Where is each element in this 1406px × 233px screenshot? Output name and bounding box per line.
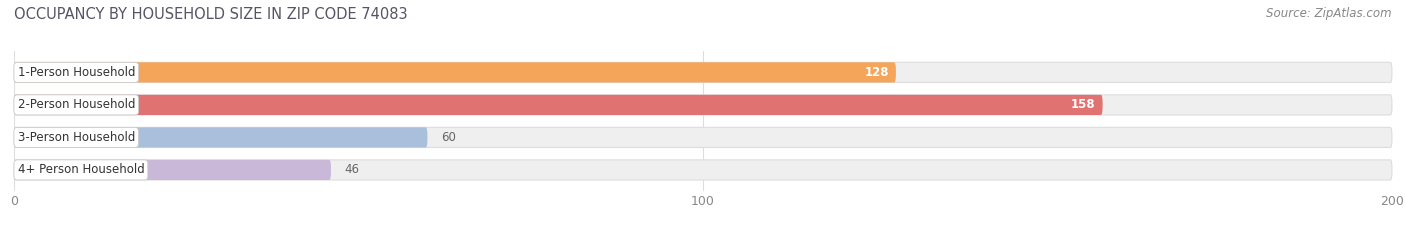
FancyBboxPatch shape — [14, 127, 427, 147]
Text: 1-Person Household: 1-Person Household — [17, 66, 135, 79]
FancyBboxPatch shape — [14, 160, 330, 180]
FancyBboxPatch shape — [14, 95, 1102, 115]
Text: 4+ Person Household: 4+ Person Household — [17, 163, 145, 176]
Text: OCCUPANCY BY HOUSEHOLD SIZE IN ZIP CODE 74083: OCCUPANCY BY HOUSEHOLD SIZE IN ZIP CODE … — [14, 7, 408, 22]
Text: Source: ZipAtlas.com: Source: ZipAtlas.com — [1267, 7, 1392, 20]
Text: 60: 60 — [441, 131, 456, 144]
FancyBboxPatch shape — [14, 160, 1392, 180]
FancyBboxPatch shape — [14, 127, 1392, 147]
FancyBboxPatch shape — [14, 62, 1392, 82]
Text: 158: 158 — [1071, 98, 1095, 111]
FancyBboxPatch shape — [14, 95, 1392, 115]
Text: 2-Person Household: 2-Person Household — [17, 98, 135, 111]
Text: 3-Person Household: 3-Person Household — [17, 131, 135, 144]
Text: 46: 46 — [344, 163, 360, 176]
FancyBboxPatch shape — [14, 62, 896, 82]
Text: 128: 128 — [865, 66, 889, 79]
